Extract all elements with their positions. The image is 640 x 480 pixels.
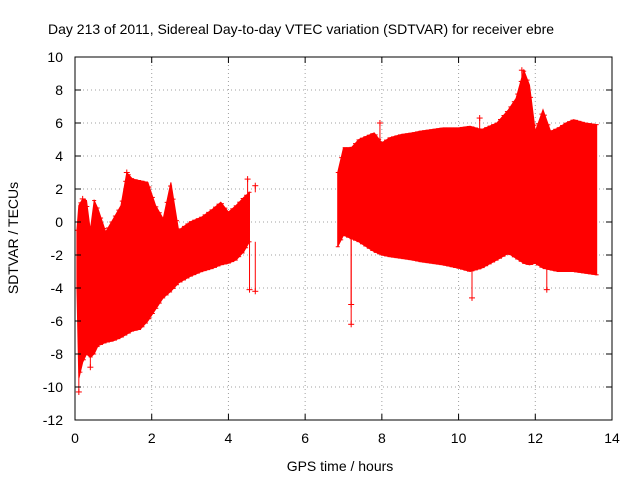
y-tick-label: 2 (55, 181, 63, 197)
y-tick-label: -8 (51, 346, 64, 362)
x-tick-label: 14 (604, 430, 620, 446)
y-tick-label: -2 (51, 247, 64, 263)
x-tick-label: 4 (225, 430, 233, 446)
x-tick-label: 2 (148, 430, 156, 446)
y-tick-label: 0 (55, 214, 63, 230)
y-tick-label: -6 (51, 313, 64, 329)
series-1 (74, 169, 259, 395)
y-tick-label: 10 (47, 49, 63, 65)
series-2 (335, 67, 599, 328)
chart-title: Day 213 of 2011, Sidereal Day-to-day VTE… (48, 21, 554, 37)
plot-frame (74, 56, 613, 421)
y-tick-label: 8 (55, 82, 63, 98)
x-axis-label: GPS time / hours (287, 458, 394, 474)
x-tick-label: 8 (378, 430, 386, 446)
x-tick-label: 10 (451, 430, 467, 446)
grid-layer (75, 57, 612, 420)
y-axis-label: SDTVAR / TECUs (5, 182, 21, 294)
tick-layer: 0 2 4 6 8 10 12 14 -12 -10 -8 -6 -4 -2 0 2 4 6 8 10 (43, 49, 620, 446)
y-tick-label: 6 (55, 115, 63, 131)
x-tick-label: 12 (527, 430, 543, 446)
x-tick-label: 6 (301, 430, 309, 446)
y-tick-label: -12 (43, 412, 63, 428)
y-tick-label: -10 (43, 379, 63, 395)
x-tick-label: 0 (71, 430, 79, 446)
y-tick-label: 4 (55, 148, 63, 164)
data-layer (74, 67, 599, 395)
y-tick-label: -4 (51, 280, 64, 296)
